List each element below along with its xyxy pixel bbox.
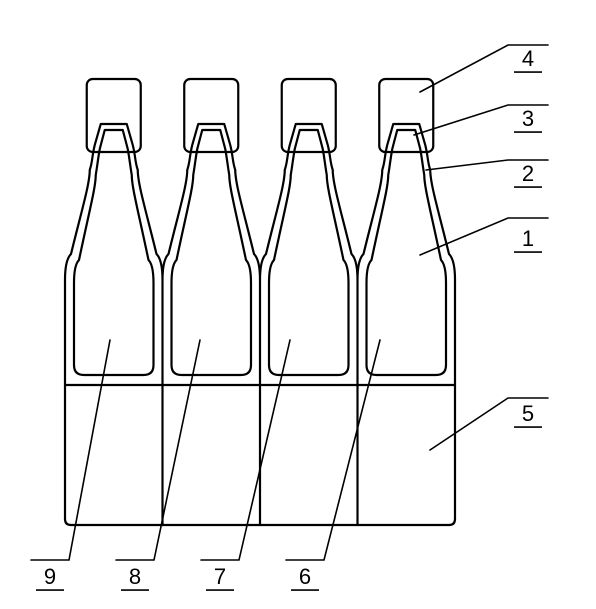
callout-label-9: 9: [44, 564, 56, 589]
leader-9: [31, 340, 110, 560]
bottle-inner-3: [269, 130, 349, 375]
bottle-inner-1: [74, 130, 154, 375]
callout-label-8: 8: [129, 564, 141, 589]
callout-label-7: 7: [214, 564, 226, 589]
callout-label-6: 6: [299, 564, 311, 589]
leader-7: [201, 340, 290, 560]
callout-label-3: 3: [522, 106, 534, 131]
leader-6: [286, 340, 380, 560]
callout-label-2: 2: [522, 161, 534, 186]
callout-label-4: 4: [522, 46, 534, 71]
bottle-inner-4: [367, 130, 447, 375]
callout-label-1: 1: [522, 226, 534, 251]
leader-8: [116, 340, 200, 560]
callout-label-5: 5: [522, 401, 534, 426]
bottle-inner-2: [172, 130, 252, 375]
